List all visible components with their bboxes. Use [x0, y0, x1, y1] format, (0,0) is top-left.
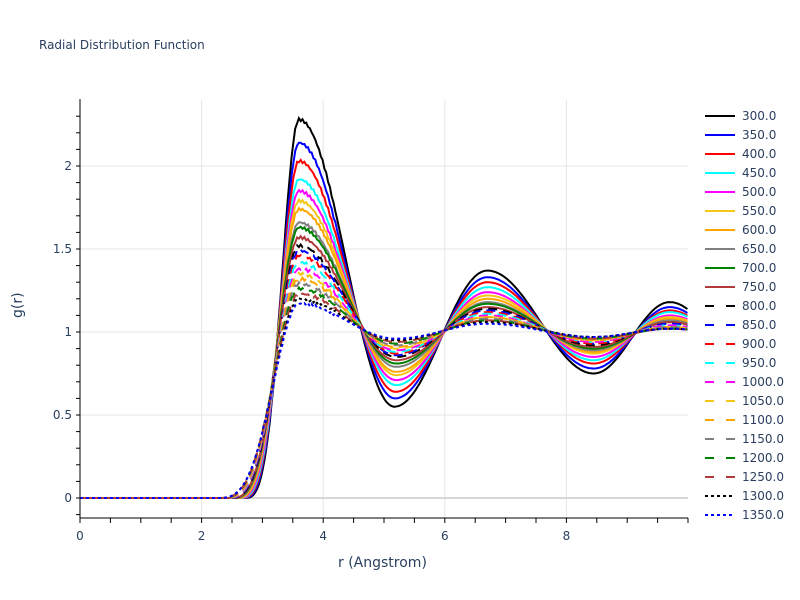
- legend-swatch-icon: [705, 152, 735, 155]
- legend-item[interactable]: 750.0: [704, 277, 784, 296]
- legend-label: 950.0: [742, 355, 777, 370]
- svg-text:4: 4: [319, 529, 327, 543]
- legend-label: 800.0: [742, 298, 777, 313]
- legend-item[interactable]: 300.0: [704, 106, 784, 125]
- series-line-750.0: [80, 234, 688, 499]
- gridlines: [80, 100, 688, 518]
- series-line-1100.0: [80, 275, 688, 499]
- legend-swatch-icon: [705, 494, 735, 497]
- legend-swatch-icon: [705, 399, 735, 402]
- legend-item[interactable]: 700.0: [704, 258, 784, 277]
- legend-item[interactable]: 1300.0: [704, 486, 784, 505]
- legend-item[interactable]: 1150.0: [704, 429, 784, 448]
- series-line-500.0: [80, 188, 688, 499]
- legend-label: 1050.0: [742, 393, 784, 408]
- series-line-300.0: [80, 115, 688, 499]
- legend-label: 900.0: [742, 336, 777, 351]
- chart-title: Radial Distribution Function: [39, 38, 205, 52]
- svg-text:1.5: 1.5: [53, 242, 72, 256]
- svg-text:0.5: 0.5: [53, 408, 72, 422]
- svg-text:1: 1: [64, 325, 72, 339]
- series-line-400.0: [80, 158, 688, 499]
- legend-item[interactable]: 900.0: [704, 334, 784, 353]
- legend-label: 550.0: [742, 203, 777, 218]
- legend-swatch-icon: [705, 323, 735, 326]
- series-line-950.0: [80, 261, 688, 499]
- legend-label: 600.0: [742, 222, 777, 237]
- series-line-1050.0: [80, 271, 688, 499]
- legend-swatch-icon: [705, 361, 735, 364]
- legend-item[interactable]: 650.0: [704, 239, 784, 258]
- legend-swatch-icon: [705, 456, 735, 459]
- legend-label: 500.0: [742, 184, 777, 199]
- legend-swatch-icon: [705, 380, 735, 383]
- legend-item[interactable]: 350.0: [704, 125, 784, 144]
- legend-swatch-icon: [705, 418, 735, 421]
- series-line-1250.0: [80, 291, 688, 499]
- legend-swatch-icon: [705, 133, 735, 136]
- legend-item[interactable]: 550.0: [704, 201, 784, 220]
- legend-label: 300.0: [742, 108, 777, 123]
- legend-item[interactable]: 400.0: [704, 144, 784, 163]
- svg-text:6: 6: [441, 529, 449, 543]
- legend-swatch-icon: [705, 266, 735, 269]
- legend-label: 850.0: [742, 317, 777, 332]
- legend-swatch-icon: [705, 304, 735, 307]
- legend-item[interactable]: 600.0: [704, 220, 784, 239]
- legend-label: 1200.0: [742, 450, 784, 465]
- svg-text:8: 8: [563, 529, 571, 543]
- legend-swatch-icon: [705, 209, 735, 212]
- legend-label: 450.0: [742, 165, 777, 180]
- legend-label: 1000.0: [742, 374, 784, 389]
- legend-swatch-icon: [705, 228, 735, 231]
- svg-text:0: 0: [64, 491, 72, 505]
- legend-item[interactable]: 1050.0: [704, 391, 784, 410]
- legend-item[interactable]: 1100.0: [704, 410, 784, 429]
- legend-swatch-icon: [705, 114, 735, 117]
- legend-swatch-icon: [705, 342, 735, 345]
- legend: 300.0 350.0 400.0 450.0 500.0 550.0 600.0 650.0…: [704, 106, 784, 524]
- legend-label: 700.0: [742, 260, 777, 275]
- legend-item[interactable]: 1000.0: [704, 372, 784, 391]
- series-line-1200.0: [80, 285, 688, 499]
- legend-label: 1250.0: [742, 469, 784, 484]
- legend-item[interactable]: 850.0: [704, 315, 784, 334]
- series-line-800.0: [80, 242, 688, 499]
- series-line-1000.0: [80, 266, 688, 499]
- legend-item[interactable]: 450.0: [704, 163, 784, 182]
- legend-label: 1150.0: [742, 431, 784, 446]
- legend-item[interactable]: 1200.0: [704, 448, 784, 467]
- legend-item[interactable]: 800.0: [704, 296, 784, 315]
- legend-label: 650.0: [742, 241, 777, 256]
- legend-item[interactable]: 950.0: [704, 353, 784, 372]
- legend-label: 1300.0: [742, 488, 784, 503]
- axes: 0 0.5 1 1.5 2 0 2 4 6 8: [53, 99, 689, 543]
- legend-label: 400.0: [742, 146, 777, 161]
- legend-label: 750.0: [742, 279, 777, 294]
- x-axis-label: r (Angstrom): [338, 555, 427, 571]
- legend-item[interactable]: 1350.0: [704, 505, 784, 524]
- legend-item[interactable]: 1250.0: [704, 467, 784, 486]
- legend-item[interactable]: 500.0: [704, 182, 784, 201]
- legend-swatch-icon: [705, 513, 735, 516]
- legend-label: 1350.0: [742, 507, 784, 522]
- series-line-1300.0: [80, 297, 688, 499]
- legend-swatch-icon: [705, 437, 735, 440]
- legend-swatch-icon: [705, 475, 735, 478]
- legend-swatch-icon: [705, 190, 735, 193]
- legend-label: 1100.0: [742, 412, 784, 427]
- legend-swatch-icon: [705, 285, 735, 288]
- data-lines: [80, 115, 688, 499]
- series-line-350.0: [80, 141, 688, 499]
- legend-swatch-icon: [705, 171, 735, 174]
- legend-swatch-icon: [705, 247, 735, 250]
- svg-text:0: 0: [76, 529, 84, 543]
- legend-label: 350.0: [742, 127, 777, 142]
- series-line-900.0: [80, 254, 688, 499]
- svg-text:2: 2: [64, 159, 72, 173]
- svg-text:2: 2: [198, 529, 206, 543]
